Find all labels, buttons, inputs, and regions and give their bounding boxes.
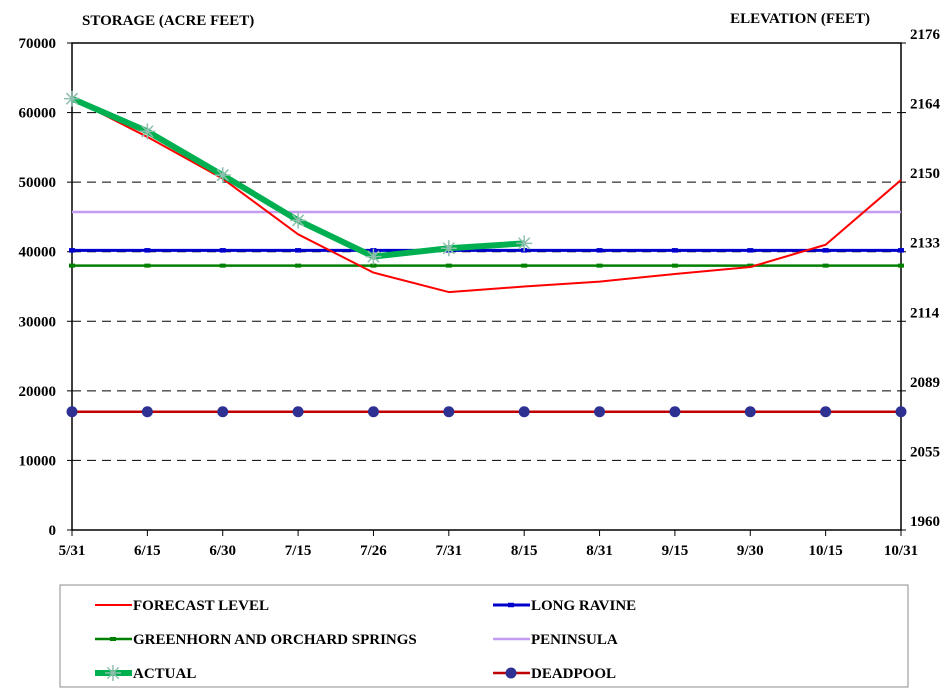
star-marker — [64, 90, 80, 107]
legend-item-actual: ACTUAL — [95, 665, 196, 682]
data-point — [895, 406, 907, 418]
data-point — [744, 406, 756, 418]
x-tick-label: 6/30 — [209, 543, 236, 559]
data-point — [820, 406, 832, 418]
legend: FORECAST LEVEL LONG RAVINE GREENHORN AND O… — [59, 584, 909, 688]
y-tick-label: 0 — [49, 523, 57, 539]
legend-label-deadpool: DEADPOOL — [531, 666, 616, 682]
y-tick-label: 50000 — [19, 175, 57, 191]
y2-tick-label: 2089 — [910, 375, 940, 391]
star-marker — [365, 248, 382, 265]
y2-tick-label: 2164 — [910, 97, 941, 113]
y-tick-label: 30000 — [19, 314, 57, 330]
y-tick-label: 20000 — [19, 384, 57, 400]
star-marker — [516, 235, 533, 252]
x-tick-label: 7/31 — [435, 543, 462, 559]
legend-label-peninsula: PENINSULA — [531, 632, 618, 648]
y2-tick-label: 2133 — [910, 236, 940, 252]
data-point — [292, 406, 304, 418]
x-tick-label: 8/15 — [511, 543, 538, 559]
legend-frame — [59, 584, 909, 688]
legend-label-actual: ACTUAL — [133, 666, 196, 682]
axis-ticks: 0 10000 20000 30000 40000 50000 60000 70000 1960… — [19, 27, 941, 559]
series-actual — [64, 90, 533, 265]
y2-tick-label: 2114 — [910, 305, 940, 321]
y-tick-label: 60000 — [19, 106, 57, 122]
data-point — [443, 406, 455, 418]
legend-item-deadpool: DEADPOOL — [493, 666, 616, 682]
y-tick-label: 40000 — [19, 245, 57, 261]
x-tick-label: 8/31 — [586, 543, 613, 559]
x-tick-label: 6/15 — [134, 543, 161, 559]
data-point — [141, 406, 153, 418]
star-marker — [214, 167, 231, 184]
y2-tick-label: 1960 — [910, 514, 940, 530]
series-line-forecast-level — [71, 97, 902, 294]
data-point — [594, 406, 606, 418]
legend-label-forecast-level: FORECAST LEVEL — [133, 598, 269, 614]
data-point — [367, 406, 379, 418]
y-axis-left-title: STORAGE (ACRE FEET) — [82, 13, 254, 29]
y-axis-right-title: ELEVATION (FEET) — [730, 11, 870, 27]
x-tick-label: 10/31 — [884, 543, 918, 559]
series — [64, 90, 907, 418]
legend-item-greenhorn-and-orchard-springs: GREENHORN AND ORCHARD SPRINGS — [95, 632, 417, 648]
x-tick-label: 9/15 — [662, 543, 689, 559]
legend-label-greenhorn-and-orchard-springs: GREENHORN AND ORCHARD SPRINGS — [133, 632, 417, 648]
data-point — [518, 406, 530, 418]
data-point — [217, 406, 229, 418]
legend-marker — [505, 667, 517, 679]
x-tick-label: 7/15 — [285, 543, 312, 559]
y2-tick-label: 2150 — [910, 166, 940, 182]
data-point — [669, 406, 681, 418]
star-marker — [139, 123, 156, 140]
x-tick-label: 7/26 — [360, 543, 387, 559]
plot-area-frame — [71, 42, 902, 531]
x-tick-label: 5/31 — [59, 543, 86, 559]
y-tick-label: 70000 — [19, 36, 57, 52]
series-deadpool — [66, 406, 907, 418]
x-tick-label: 9/30 — [737, 543, 764, 559]
legend-item-long-ravine: LONG RAVINE — [493, 598, 636, 614]
star-marker — [105, 665, 121, 681]
y2-tick-label: 2176 — [910, 27, 941, 43]
x-tick-label: 10/15 — [809, 543, 843, 559]
legend-item-peninsula: PENINSULA — [493, 632, 618, 648]
series-forecast-level — [71, 97, 902, 294]
legend-label-long-ravine: LONG RAVINE — [531, 598, 636, 614]
star-marker — [290, 212, 307, 229]
series-line-actual — [70, 95, 525, 260]
y-tick-label: 10000 — [19, 453, 57, 469]
y2-tick-label: 2055 — [910, 444, 940, 460]
data-point — [66, 406, 78, 418]
legend-item-forecast-level: FORECAST LEVEL — [95, 598, 269, 614]
star-marker — [440, 240, 457, 257]
